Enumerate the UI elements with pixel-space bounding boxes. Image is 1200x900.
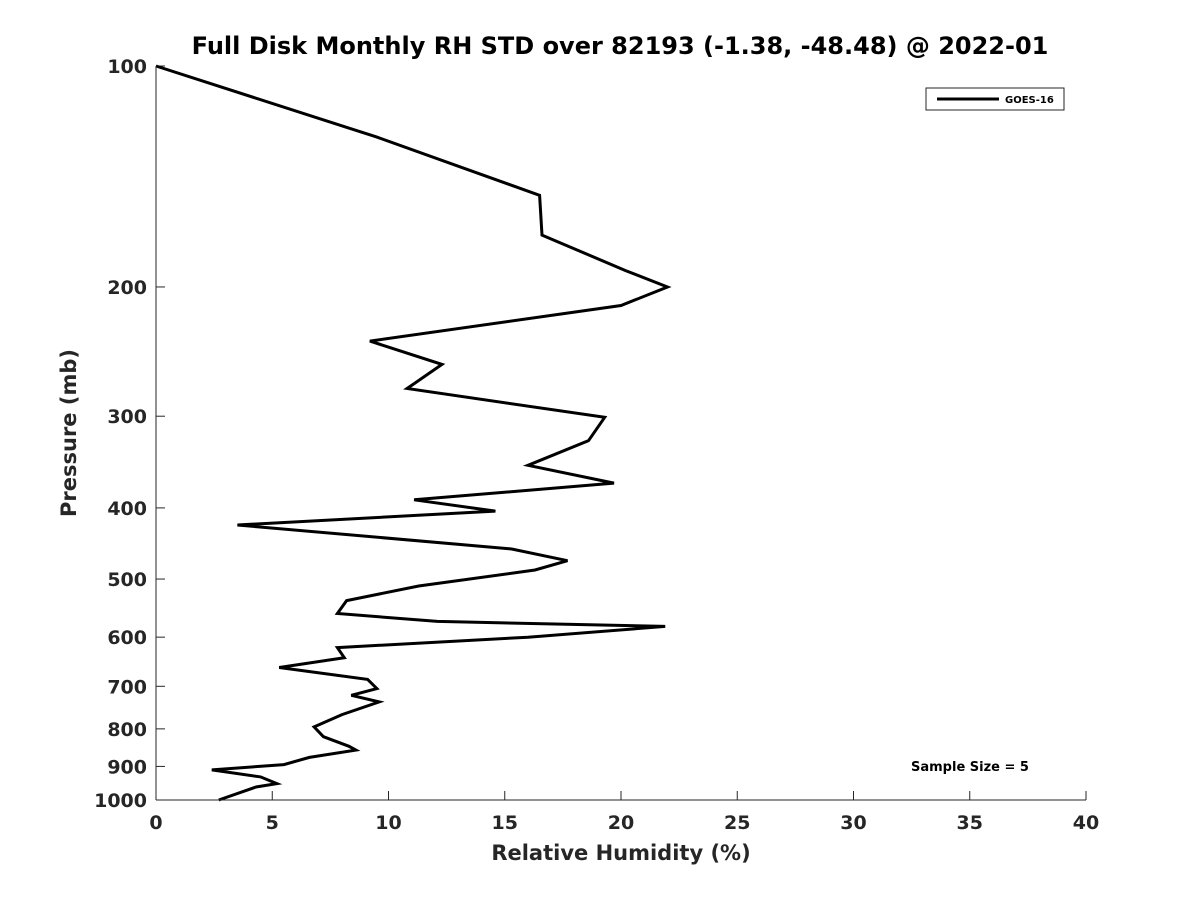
- series-line-goes-16: [155, 64, 672, 802]
- x-tick-label: 5: [266, 812, 279, 834]
- y-tick-label: 400: [107, 498, 147, 520]
- y-tick-label: 600: [107, 627, 147, 649]
- x-tick-label: 20: [608, 812, 634, 834]
- y-tick-label: 200: [107, 277, 147, 299]
- x-tick-label: 35: [957, 812, 983, 834]
- y-tick-label: 100: [107, 56, 147, 78]
- y-tick-label: 500: [107, 569, 147, 591]
- y-tick-label: 300: [107, 406, 147, 428]
- chart-title: Full Disk Monthly RH STD over 82193 (-1.…: [192, 32, 1049, 60]
- x-tick-label: 30: [840, 812, 866, 834]
- legend: GOES-16: [925, 87, 1065, 111]
- x-axis-label: Relative Humidity (%): [491, 841, 750, 865]
- x-axis-ticks: 0 5 10 15 20 25 30 35 40: [149, 791, 1099, 834]
- x-tick-label: 10: [375, 812, 401, 834]
- y-axis-ticks: 100 200 300 400 500 600 700 800 900 1000: [94, 56, 165, 812]
- sample-size-annotation: Sample Size = 5: [911, 760, 1029, 775]
- y-tick-label: 800: [107, 719, 147, 741]
- y-tick-label: 1000: [94, 790, 147, 812]
- x-tick-label: 0: [149, 812, 162, 834]
- x-tick-label: 40: [1073, 812, 1099, 834]
- legend-label-goes-16: GOES-16: [1005, 95, 1054, 106]
- x-tick-label: 15: [492, 812, 518, 834]
- y-axis-label: Pressure (mb): [57, 349, 81, 517]
- x-tick-label: 25: [724, 812, 750, 834]
- y-tick-label: 700: [107, 676, 147, 698]
- y-tick-label: 900: [107, 756, 147, 778]
